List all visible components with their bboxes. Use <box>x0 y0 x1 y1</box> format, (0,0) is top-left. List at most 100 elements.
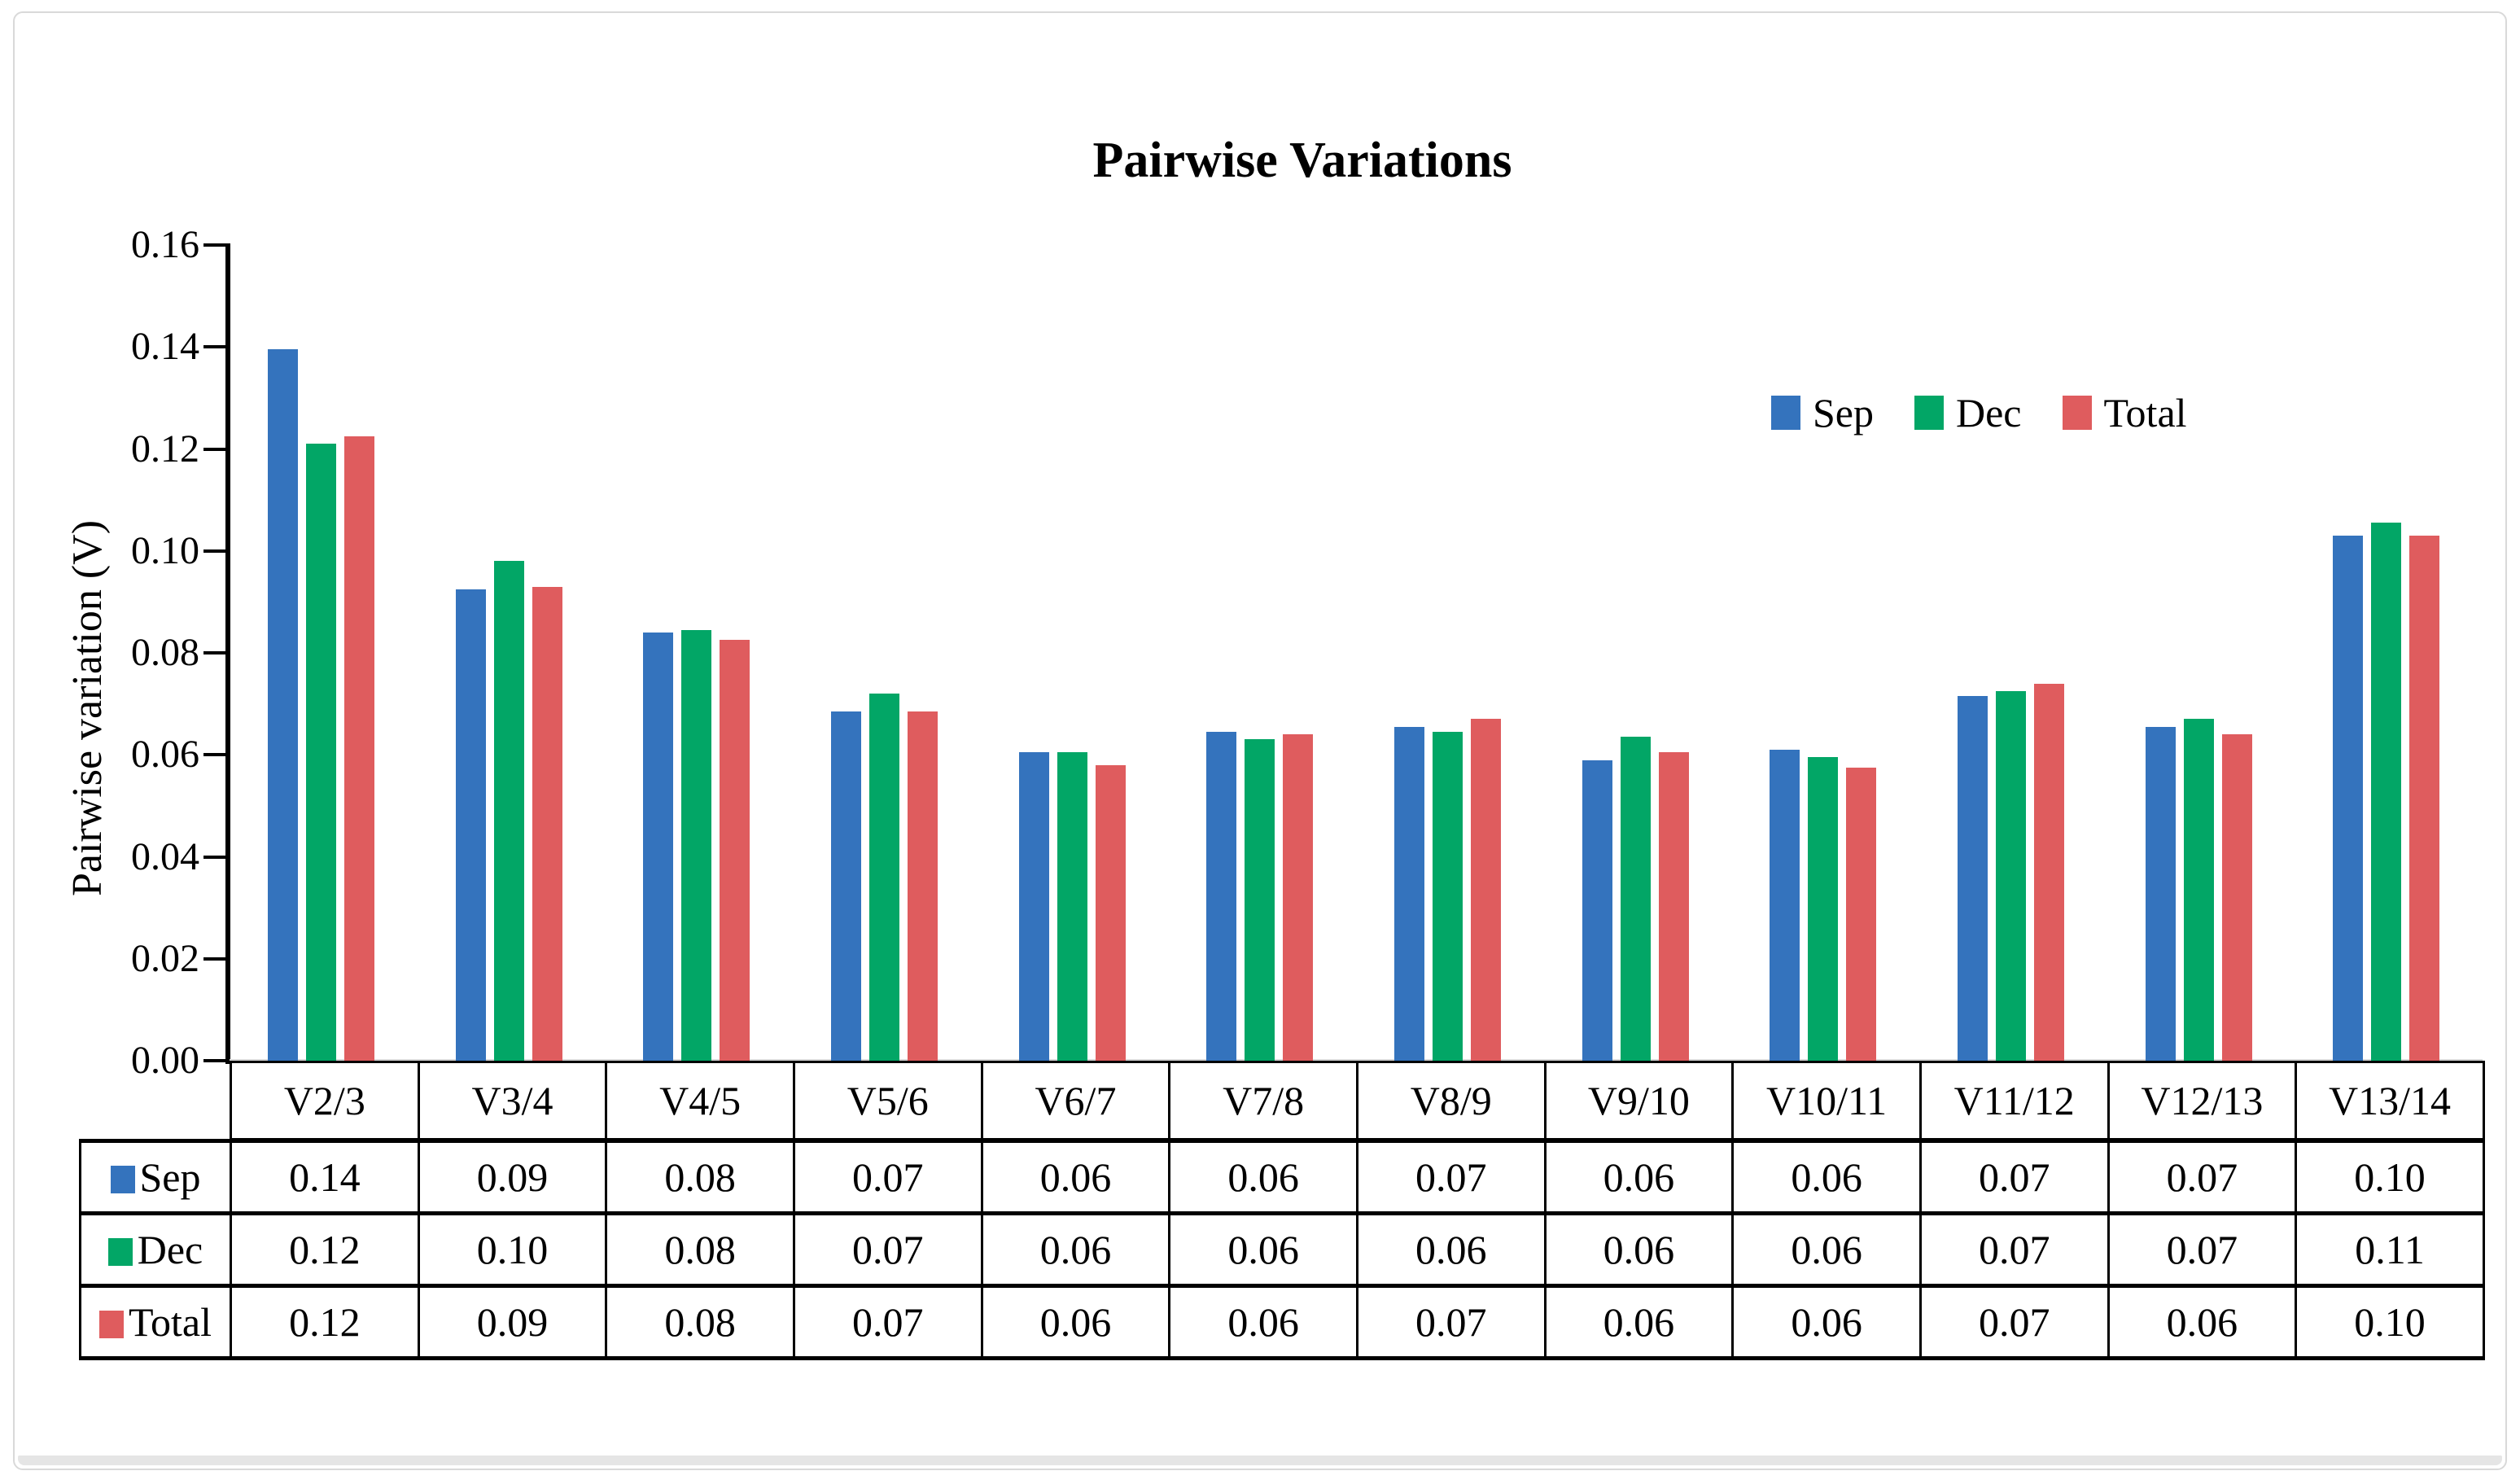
bar-sep-v9-10 <box>1582 760 1612 1061</box>
legend-label: Total <box>2103 390 2187 436</box>
table-cell-total-v5-6: 0.07 <box>792 1284 983 1360</box>
bar-sep-v8-9 <box>1394 726 1424 1061</box>
x-axis-line <box>230 1059 2483 1062</box>
bar-sep-v10-11 <box>1770 750 1800 1061</box>
table-cell-total-v8-9: 0.07 <box>1355 1284 1547 1360</box>
chart-data-table: V2/3 V3/4 V4/5 V5/6 V6/7 V7/8 V8/9 V9/10 V10/11 V… <box>79 1061 2485 1360</box>
y-tick-mark <box>203 549 230 553</box>
table-cell-total-v11-12: 0.07 <box>1918 1284 2110 1360</box>
y-tick-mark <box>203 345 230 349</box>
bar-total-v9-10 <box>1658 752 1689 1061</box>
series-swatch-dec <box>107 1238 133 1266</box>
table-cell-sep-v3-4: 0.09 <box>417 1138 608 1215</box>
table-cell-dec-v2-3: 0.12 <box>230 1211 420 1288</box>
table-cell-total-v6-7: 0.06 <box>980 1284 1171 1360</box>
table-cell-total-v9-10: 0.06 <box>1543 1284 1735 1360</box>
table-cell-sep-v9-10: 0.06 <box>1543 1138 1735 1215</box>
table-header-cell-v3-4: V3/4 <box>417 1061 608 1143</box>
table-cell-sep-v5-6: 0.07 <box>792 1138 983 1215</box>
y-tick-label: 0.12 <box>131 427 199 471</box>
table-cell-dec-v13-14: 0.11 <box>2295 1211 2485 1288</box>
bar-sep-v13-14 <box>2333 535 2364 1061</box>
table-row-label-total: Total <box>79 1284 232 1360</box>
y-tick-label: 0.04 <box>131 834 199 878</box>
bar-dec-v13-14 <box>2371 523 2402 1061</box>
bar-dec-v12-13 <box>2183 719 2214 1061</box>
series-swatch-sep <box>110 1165 135 1193</box>
table-cell-dec-v5-6: 0.07 <box>792 1211 983 1288</box>
y-tick-mark <box>203 243 230 247</box>
legend-item-dec: Dec <box>1914 389 2022 436</box>
legend: Sep Dec Total <box>1771 389 2187 436</box>
bar-total-v5-6 <box>908 711 938 1061</box>
table-row-dec: Dec 0.12 0.10 0.08 0.07 0.06 0.06 0.06 0.06 0.06 0… <box>79 1211 2485 1288</box>
table-cell-sep-v11-12: 0.07 <box>1918 1138 2110 1215</box>
legend-swatch-sep <box>1771 396 1800 430</box>
bar-dec-v10-11 <box>1808 757 1839 1061</box>
bar-sep-v3-4 <box>455 589 486 1061</box>
table-cell-dec-v4-5: 0.08 <box>605 1211 795 1288</box>
table-row-label-sep: Sep <box>79 1138 232 1215</box>
y-tick-label: 0.14 <box>131 325 199 369</box>
table-header-cell-v9-10: V9/10 <box>1543 1061 1735 1143</box>
table-cell-sep-v4-5: 0.08 <box>605 1138 795 1215</box>
table-cell-sep-v7-8: 0.06 <box>1168 1138 1358 1215</box>
table-row-sep: Sep 0.14 0.09 0.08 0.07 0.06 0.06 0.07 0.06 0.06 0… <box>79 1138 2485 1215</box>
bar-total-v6-7 <box>1095 764 1126 1061</box>
y-tick-mark <box>203 753 230 757</box>
bar-total-v7-8 <box>1283 734 1314 1061</box>
y-tick-mark <box>203 447 230 451</box>
table-header-cell-v6-7: V6/7 <box>980 1061 1171 1143</box>
bar-dec-v7-8 <box>1245 739 1275 1061</box>
table-cell-total-v13-14: 0.10 <box>2295 1284 2485 1360</box>
table-header-cell-v8-9: V8/9 <box>1355 1061 1547 1143</box>
y-tick-label: 0.02 <box>131 936 199 980</box>
y-tick-label: 0.08 <box>131 631 199 674</box>
bar-sep-v12-13 <box>2145 726 2176 1061</box>
y-tick-label: 0.10 <box>131 528 199 572</box>
table-header-cell-v2-3: V2/3 <box>230 1061 420 1143</box>
y-tick-mark <box>203 855 230 859</box>
bar-sep-v2-3 <box>268 349 298 1061</box>
card-bottom-strip <box>18 1456 2502 1465</box>
y-tick-mark <box>203 957 230 961</box>
table-cell-total-v7-8: 0.06 <box>1168 1284 1358 1360</box>
bar-total-v10-11 <box>1846 767 1877 1061</box>
table-cell-total-v3-4: 0.09 <box>417 1284 608 1360</box>
table-cell-sep-v2-3: 0.14 <box>230 1138 420 1215</box>
table-header-cell-v4-5: V4/5 <box>605 1061 795 1143</box>
table-header-cell-v11-12: V11/12 <box>1918 1061 2110 1143</box>
table-cell-dec-v7-8: 0.06 <box>1168 1211 1358 1288</box>
table-cell-sep-v6-7: 0.06 <box>980 1138 1171 1215</box>
table-cell-total-v12-13: 0.06 <box>2107 1284 2298 1360</box>
table-row-label-dec: Dec <box>79 1211 232 1288</box>
table-cell-sep-v8-9: 0.07 <box>1355 1138 1547 1215</box>
table-cell-dec-v11-12: 0.07 <box>1918 1211 2110 1288</box>
table-header-cell-v10-11: V10/11 <box>1731 1061 1922 1143</box>
table-header-cell-v7-8: V7/8 <box>1168 1061 1358 1143</box>
table-header-cell-v13-14: V13/14 <box>2295 1061 2485 1143</box>
table-cell-dec-v12-13: 0.07 <box>2107 1211 2298 1288</box>
y-axis-title: Pairwise variation (V) <box>64 519 111 897</box>
bar-sep-v6-7 <box>1018 752 1049 1061</box>
y-tick-label: 0.00 <box>131 1039 199 1082</box>
table-cell-sep-v13-14: 0.10 <box>2295 1138 2485 1215</box>
table-corner-cell <box>81 1062 231 1141</box>
bar-dec-v5-6 <box>869 694 899 1061</box>
plot-area <box>230 245 2483 1062</box>
bar-dec-v6-7 <box>1057 752 1087 1061</box>
table-row-total: Total 0.12 0.09 0.08 0.07 0.06 0.06 0.07 0.06 0.0… <box>79 1284 2485 1360</box>
bar-total-v4-5 <box>720 640 750 1061</box>
bar-dec-v2-3 <box>306 444 336 1061</box>
y-tick-label: 0.16 <box>131 223 199 266</box>
bar-sep-v5-6 <box>831 711 861 1061</box>
table-cell-dec-v10-11: 0.06 <box>1731 1211 1922 1288</box>
table-cell-dec-v9-10: 0.06 <box>1543 1211 1735 1288</box>
bar-dec-v9-10 <box>1620 737 1651 1061</box>
bar-total-v8-9 <box>1471 719 1501 1061</box>
legend-label: Dec <box>1956 390 2022 436</box>
chart-title: Pairwise Variations <box>1092 133 1512 188</box>
table-header-cell-v5-6: V5/6 <box>792 1061 983 1143</box>
bar-total-v12-13 <box>2221 734 2252 1061</box>
bar-total-v2-3 <box>344 436 374 1061</box>
